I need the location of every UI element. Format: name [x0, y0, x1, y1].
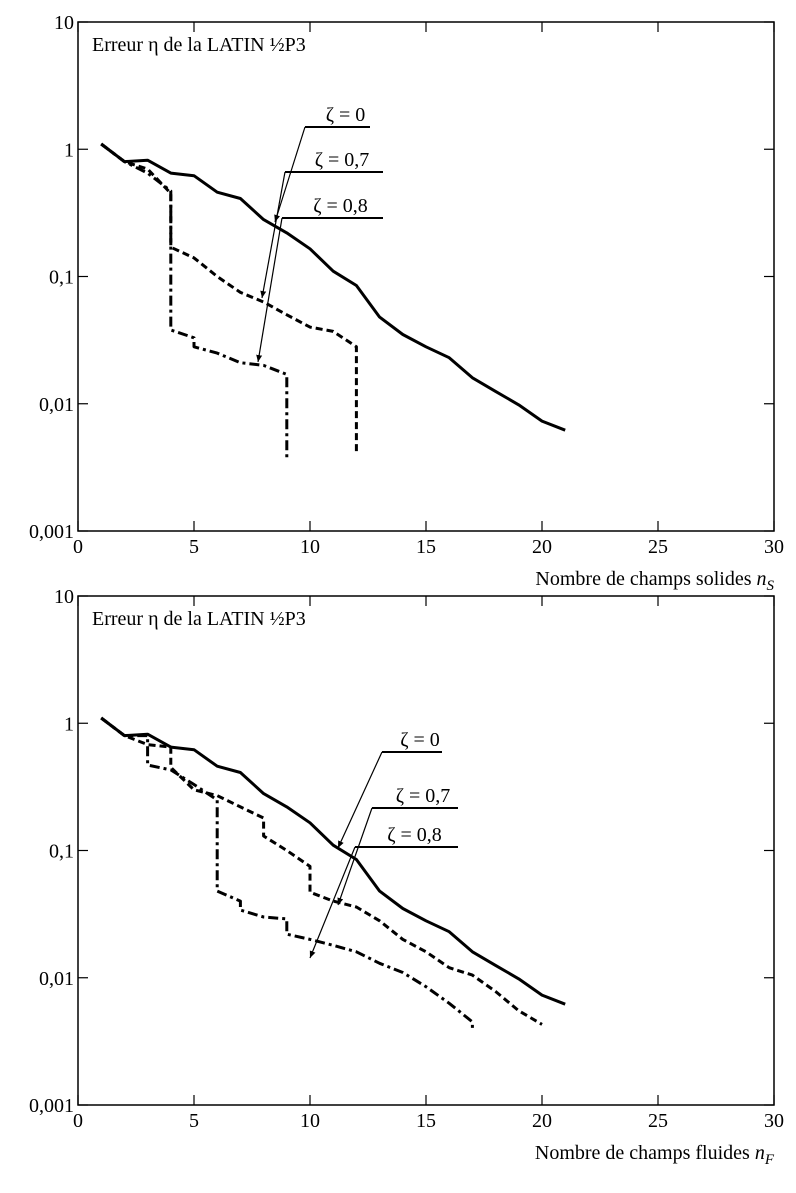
annotation-arrow — [337, 751, 383, 849]
series-line — [100, 716, 543, 1026]
annotation-arrow — [337, 807, 373, 906]
y-tick-label: 0,001 — [29, 1095, 74, 1117]
plot-frame — [77, 21, 775, 532]
x-axis-label-text: Nombre de champs solides — [535, 568, 751, 590]
series-line — [100, 142, 289, 459]
x-tick-label: 0 — [73, 1110, 83, 1132]
series-line — [100, 142, 358, 452]
plot-frame — [77, 595, 775, 1106]
y-tick-label: 1 — [64, 139, 74, 161]
x-tick-label: 10 — [300, 1110, 320, 1132]
series-line — [100, 142, 566, 432]
series-label: ζ = 0,7 — [315, 149, 370, 171]
x-tick-label: 5 — [189, 1110, 199, 1132]
x-axis-label-sub: S — [767, 578, 775, 594]
annotation-arrow — [274, 126, 306, 223]
x-tick-label: 10 — [300, 536, 320, 558]
x-tick-label: 30 — [764, 536, 784, 558]
x-axis-label-var: n — [755, 1142, 765, 1164]
x-tick-label: 15 — [416, 536, 436, 558]
chart: 0 5 10 15 20 25 30 0,001 0,01 0,1 1 10 Erreur η de l… — [29, 12, 784, 594]
x-tick-label: 20 — [532, 536, 552, 558]
annotation-arrow — [260, 171, 286, 299]
series-label: ζ = 0,8 — [387, 824, 442, 846]
x-tick-label: 25 — [648, 536, 668, 558]
x-tick-label: 25 — [648, 1110, 668, 1132]
chart-title: Erreur η de la LATIN ½P3 — [92, 34, 306, 56]
y-tick-label: 1 — [64, 713, 74, 735]
x-tick-label: 30 — [764, 1110, 784, 1132]
series-label: ζ = 0,8 — [313, 195, 368, 217]
series-label: ζ = 0 — [400, 729, 440, 751]
x-tick-label: 5 — [189, 536, 199, 558]
annotation-arrow — [309, 846, 356, 959]
series-line — [100, 716, 566, 1006]
y-tick-label: 10 — [54, 12, 74, 34]
x-axis-label-text: Nombre de champs fluides — [535, 1142, 750, 1164]
chart-title: Erreur η de la LATIN ½P3 — [92, 608, 306, 630]
x-axis-label-sub: F — [764, 1152, 775, 1168]
x-axis-label: Nombre de champs fluides nF — [535, 1142, 775, 1168]
y-tick-label: 0,1 — [49, 841, 74, 863]
series-label: ζ = 0 — [326, 104, 366, 126]
x-axis-label: Nombre de champs solides nS — [535, 568, 774, 594]
x-axis-label-var: n — [757, 568, 767, 590]
chart: 0 5 10 15 20 25 30 0,001 0,01 0,1 1 10 Erreur η de l… — [29, 586, 784, 1168]
y-tick-label: 0,1 — [49, 267, 74, 289]
x-tick-label: 20 — [532, 1110, 552, 1132]
y-tick-label: 0,01 — [39, 394, 74, 416]
x-tick-label: 15 — [416, 1110, 436, 1132]
series-label: ζ = 0,7 — [396, 785, 451, 807]
series-line — [100, 716, 474, 1032]
y-tick-label: 0,01 — [39, 968, 74, 990]
y-tick-label: 10 — [54, 586, 74, 608]
x-tick-label: 0 — [73, 536, 83, 558]
annotation-arrow — [256, 217, 283, 363]
y-tick-label: 0,001 — [29, 521, 74, 543]
